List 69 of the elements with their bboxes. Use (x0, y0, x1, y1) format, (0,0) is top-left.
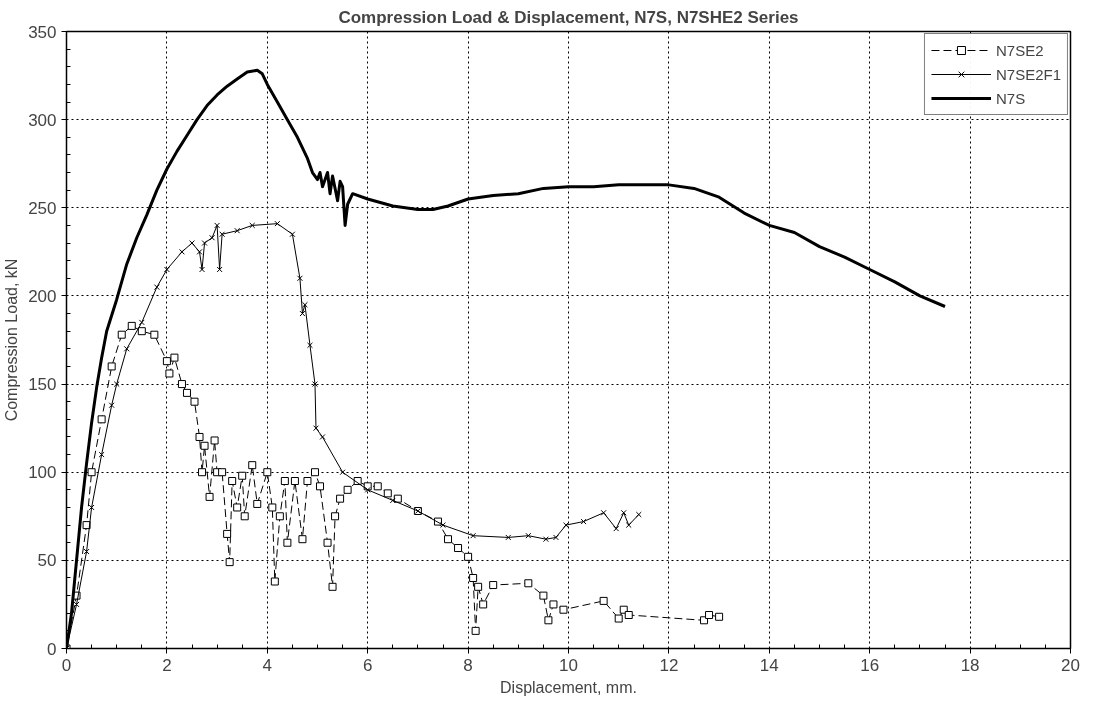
point (389, 497, 396, 504)
point (274, 220, 281, 227)
point (563, 522, 569, 529)
y-tick-label: 350 (28, 22, 57, 42)
point (199, 266, 206, 273)
x-tick-label: 0 (61, 655, 72, 675)
point (552, 534, 559, 541)
x-tick-label: 18 (960, 655, 980, 675)
y-tick-label: 0 (47, 639, 57, 659)
point (163, 266, 170, 273)
y-tick-label: 250 (28, 198, 57, 218)
point (580, 518, 587, 525)
x-tick-label: 4 (262, 655, 273, 675)
y-axis-title: Compression Load, kN (3, 258, 21, 422)
point (505, 534, 512, 541)
point (440, 522, 446, 529)
point (542, 536, 549, 543)
point (123, 345, 130, 352)
point (98, 451, 105, 458)
point (83, 548, 90, 555)
point (620, 509, 627, 516)
legend-label: N7SE2F1 (995, 65, 1061, 83)
point (209, 234, 216, 241)
x-tick-label: 10 (559, 655, 578, 675)
point (319, 433, 326, 440)
y-tick-label: 150 (28, 375, 57, 395)
point (201, 240, 208, 247)
point (73, 601, 80, 608)
x-tick-label: 12 (659, 655, 679, 675)
point (301, 301, 308, 308)
point (307, 342, 313, 349)
point (138, 319, 145, 326)
point (613, 525, 620, 532)
point (299, 310, 306, 317)
point (364, 486, 371, 493)
point (600, 509, 607, 516)
point (88, 504, 95, 511)
point (296, 275, 303, 282)
legend-label: N7S (995, 89, 1026, 107)
point (153, 284, 160, 291)
y-tick-label: 100 (28, 463, 57, 483)
point (635, 511, 642, 518)
point (113, 381, 120, 388)
point (234, 227, 241, 234)
legend-label: N7SE2 (995, 41, 1044, 59)
point (525, 532, 532, 539)
y-tick-label: 200 (28, 286, 57, 306)
point (216, 266, 223, 273)
point (313, 425, 319, 432)
x-tick-label: 14 (759, 655, 779, 675)
point (289, 231, 296, 238)
point (470, 532, 477, 539)
x-tick-label: 6 (362, 655, 373, 675)
y-tick-label: 300 (28, 110, 57, 130)
x-tick-label: 16 (860, 655, 880, 675)
point (625, 522, 632, 529)
point (219, 231, 226, 238)
x-tick-label: 2 (162, 655, 172, 675)
x-axis-title: Displacement, mm. (500, 678, 637, 696)
chart-title: Compression Load & Displacement, N7S, N7SHE2 Series (338, 7, 799, 27)
point (339, 469, 346, 476)
point (249, 222, 256, 229)
point (108, 402, 115, 409)
x-tick-label: 20 (1061, 655, 1080, 675)
point (196, 248, 203, 255)
x-tick-label: 8 (463, 655, 473, 675)
y-tick-label: 50 (37, 551, 57, 571)
point (178, 248, 185, 255)
point (214, 222, 221, 229)
